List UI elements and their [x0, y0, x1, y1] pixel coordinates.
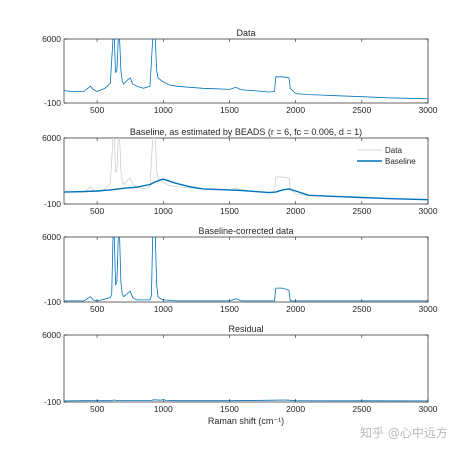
- x-tick-label: 2500: [352, 404, 371, 414]
- subplot-1: 500 1000 1500 2000 2500 3000 -100 6000 Data: [42, 28, 438, 115]
- x-tick-label: 2000: [286, 404, 305, 414]
- y-tick-label: 6000: [42, 330, 61, 340]
- x-tick-label: 2500: [352, 105, 371, 115]
- x-tick-label: 500: [90, 404, 104, 414]
- series-group: [64, 237, 428, 302]
- subplot-2: 500 1000 1500 2000 2500 3000 -100 6000 Baseline,…: [42, 127, 438, 216]
- plot-frame: [63, 334, 429, 403]
- x-tick-label: 1500: [220, 304, 239, 314]
- y-tick-label: 6000: [42, 232, 61, 242]
- subplot-title: Residual: [228, 324, 263, 334]
- x-axis-label: Raman shift (cm⁻¹): [208, 416, 284, 426]
- legend-box: [354, 143, 424, 169]
- y-tick-label: -100: [44, 397, 61, 407]
- x-tick-label: 1000: [154, 304, 173, 314]
- y-tick-label: -100: [44, 297, 61, 307]
- x-tick-label: 2000: [286, 206, 305, 216]
- x-tick-label: 3000: [419, 206, 438, 216]
- series-line-data: [64, 138, 428, 201]
- subplot-3: 500 1000 1500 2000 2500 3000 -100 6000 Baseline-…: [42, 226, 438, 314]
- x-tick-label: 2500: [352, 304, 371, 314]
- x-tick-label: 1000: [154, 404, 173, 414]
- x-tick-label: 3000: [419, 105, 438, 115]
- watermark: 知乎 @心中远方: [360, 426, 448, 440]
- series-line-baseline: [64, 178, 428, 201]
- legend-label: Baseline: [385, 157, 416, 166]
- y-tick-label: -100: [44, 98, 61, 108]
- x-tick-label: 2500: [352, 206, 371, 216]
- series-line-data: [64, 237, 428, 302]
- x-tick-label: 3000: [419, 304, 438, 314]
- x-tick-label: 500: [90, 304, 104, 314]
- subplot-4: 500 1000 1500 2000 2500 3000 -100 6000 Residual R…: [42, 324, 438, 426]
- x-tick-label: 1500: [220, 404, 239, 414]
- subplot-title: Baseline-corrected data: [198, 226, 293, 236]
- y-tick-label: 6000: [42, 133, 61, 143]
- x-tick-label: 1500: [220, 105, 239, 115]
- x-tick-label: 2000: [286, 304, 305, 314]
- x-tick-label: 500: [90, 206, 104, 216]
- series-line-data: [64, 39, 428, 100]
- y-tick-label: 6000: [42, 34, 61, 44]
- x-tick-label: 1000: [154, 206, 173, 216]
- subplot-title: Baseline, as estimated by BEADS (r = 6, …: [130, 127, 362, 137]
- x-tick-label: 1500: [220, 206, 239, 216]
- x-tick-label: 500: [90, 105, 104, 115]
- legend: Data Baseline: [354, 143, 424, 169]
- x-tick-label: 1000: [154, 105, 173, 115]
- series-group: [64, 39, 428, 100]
- x-tick-label: 3000: [419, 404, 438, 414]
- x-tick-label: 2000: [286, 105, 305, 115]
- legend-label: Data: [385, 146, 402, 155]
- series-group: [64, 138, 428, 201]
- subplot-title: Data: [236, 28, 255, 38]
- plot-frame: [63, 236, 429, 303]
- y-tick-label: -100: [44, 199, 61, 209]
- plot-frame: [63, 38, 429, 104]
